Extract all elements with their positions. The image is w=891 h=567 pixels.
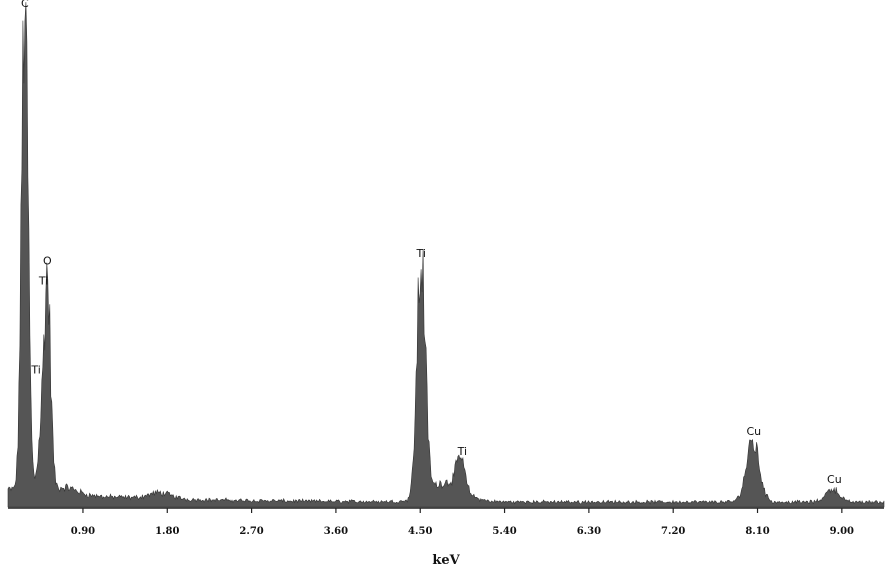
x-axis-title: keV [432,553,460,567]
peak-annotations: C O Ti Ti Ti Ti Cu Cu [21,0,842,486]
x-tick-label: 9.00 [830,526,854,537]
peak-label: O [43,254,52,267]
x-tick-label: 7.20 [661,526,685,537]
x-tick-label: 4.50 [408,526,432,537]
peak-label: Ti [38,274,48,287]
x-tick-label: 3.60 [324,526,348,537]
peak-label: Ti [415,247,425,260]
x-tick-label: 5.40 [492,526,516,537]
peak-label: Cu [746,425,761,438]
x-tick-label: 8.10 [745,526,769,537]
x-tick-label: 1.80 [155,526,179,537]
x-tick-label: 0.90 [71,526,95,537]
peak-label: C [21,0,29,10]
x-axis-ticks: 0.90 1.80 2.70 3.60 4.50 5.40 6.30 7.20 8.10 9.00 [71,508,854,537]
spectrum-area [7,2,885,508]
x-tick-label: 6.30 [577,526,601,537]
peak-label: Ti [457,445,467,458]
x-tick-label: 2.70 [239,526,263,537]
peak-label: Cu [827,473,842,486]
peak-label: Ti [30,363,40,376]
